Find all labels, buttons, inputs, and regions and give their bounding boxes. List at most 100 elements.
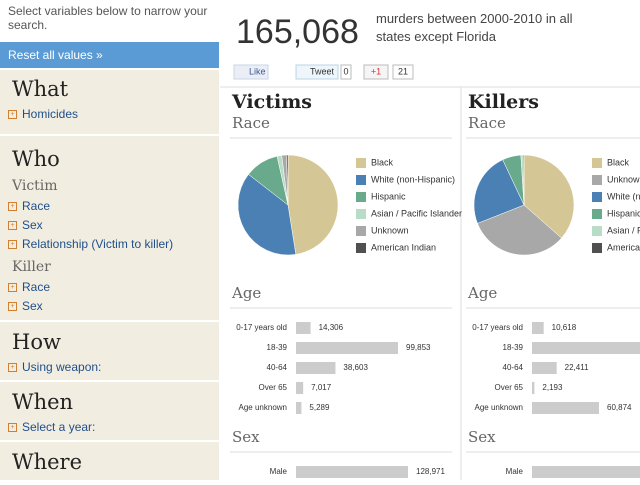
legend-label: Unknown [371, 225, 409, 235]
tweet-button[interactable] [295, 64, 339, 80]
bar [296, 382, 304, 394]
legend-label: Asian / Pacific Islander [371, 208, 462, 218]
value-label: 2,193 [542, 383, 563, 392]
legend-label: Hispanic [607, 208, 640, 218]
value-label: 7,017 [311, 383, 332, 392]
section-title: What [12, 77, 69, 101]
section-where [0, 442, 219, 480]
pie-slice [477, 204, 562, 256]
value-label: 128,971 [416, 467, 445, 476]
bar [532, 466, 640, 478]
bar-label: Male [270, 467, 288, 476]
filter-link[interactable]: Sex [22, 299, 43, 313]
legend-swatch [356, 175, 366, 185]
panel-title: Victims [231, 91, 312, 113]
bar [296, 342, 398, 354]
bar [296, 466, 408, 478]
bar [532, 342, 640, 354]
legend-swatch [356, 192, 366, 202]
expand-icon[interactable]: + [8, 363, 17, 372]
section-title: How [12, 330, 61, 354]
section-title: When [12, 390, 74, 414]
pie-slice [237, 174, 297, 256]
pie-slice [287, 154, 339, 255]
main: 165,068 murders between 2000-2010 in all s… [220, 0, 640, 485]
legend-swatch [356, 243, 366, 253]
chart-title: Sex [232, 428, 260, 446]
legend-label: American Indian [371, 242, 436, 252]
bar [532, 322, 544, 334]
bar-label: 40-64 [503, 363, 524, 372]
filter-link[interactable]: Sex [22, 218, 43, 232]
section-title: Who [12, 147, 60, 171]
chart-title: Age [231, 284, 261, 302]
chart-title: Race [232, 114, 270, 132]
expand-icon[interactable]: + [8, 221, 17, 230]
expand-icon[interactable]: + [8, 423, 17, 432]
legend-swatch [592, 243, 602, 253]
bar [296, 322, 311, 334]
bar [532, 402, 599, 414]
filter-link[interactable]: Race [22, 280, 51, 294]
like-button[interactable] [233, 64, 269, 80]
bar [532, 382, 535, 394]
section-title: Where [12, 450, 83, 474]
legend-swatch [356, 209, 366, 219]
pie-slice [286, 154, 289, 206]
legend-label: American Indian [607, 242, 640, 252]
plus-button[interactable] [363, 64, 389, 80]
sidebar: Select variables below to narrow your se… [0, 0, 220, 480]
filter-link[interactable]: Race [22, 199, 51, 213]
value-label: 10,618 [552, 323, 577, 332]
bar-label: Age unknown [239, 403, 287, 412]
legend-label: Black [607, 157, 630, 167]
legend-swatch [356, 158, 366, 168]
bar-label: Over 65 [259, 383, 288, 392]
filter-link[interactable]: Relationship (Victim to killer) [22, 237, 174, 251]
legend-swatch [356, 226, 366, 236]
bar-label: Over 65 [495, 383, 524, 392]
expand-icon[interactable]: + [8, 302, 17, 311]
chart-title: Age [467, 284, 497, 302]
filter-link[interactable]: Select a year: [22, 420, 96, 434]
section-who [0, 136, 219, 320]
count-box [340, 64, 352, 80]
legend-swatch [592, 175, 602, 185]
legend-swatch [592, 192, 602, 202]
legend-label: Unknown [607, 174, 640, 184]
expand-icon[interactable]: + [8, 283, 17, 292]
tweet-label: Tweet [310, 66, 335, 76]
count-box [392, 64, 414, 80]
intro: Select variables below to narrow your se… [8, 4, 208, 32]
section-what [0, 70, 219, 134]
expand-icon[interactable]: + [8, 110, 17, 119]
value-label: 38,603 [343, 363, 368, 372]
filter-link[interactable]: Homicides [22, 107, 79, 121]
bar [532, 362, 557, 374]
plus-count: 21 [398, 66, 408, 76]
bar [296, 362, 336, 374]
value-label: 99,853 [406, 343, 431, 352]
sub-title: Killer [12, 259, 51, 275]
expand-icon[interactable]: + [8, 202, 17, 211]
legend-label: White (non-Hispanic) [607, 191, 640, 201]
expand-icon[interactable]: + [8, 240, 17, 249]
legend-swatch [592, 226, 602, 236]
chart-title: Race [468, 114, 506, 132]
bar-label: Age unknown [475, 403, 523, 412]
reset-button[interactable]: Reset all values » [0, 42, 219, 68]
section-how [0, 322, 219, 380]
legend-swatch [592, 209, 602, 219]
value-label: 22,411 [565, 363, 589, 372]
bar-label: 18-39 [503, 343, 524, 352]
pie-slice [473, 159, 525, 224]
bar-label: Male [506, 467, 524, 476]
filter-link[interactable]: Using weapon: [22, 360, 102, 374]
legend-label: Black [371, 157, 394, 167]
value-label: 14,306 [319, 323, 344, 332]
bar [296, 402, 302, 414]
bar-label: 40-64 [267, 363, 288, 372]
bar-label: 0-17 years old [472, 323, 523, 332]
pie-slice [523, 154, 575, 239]
